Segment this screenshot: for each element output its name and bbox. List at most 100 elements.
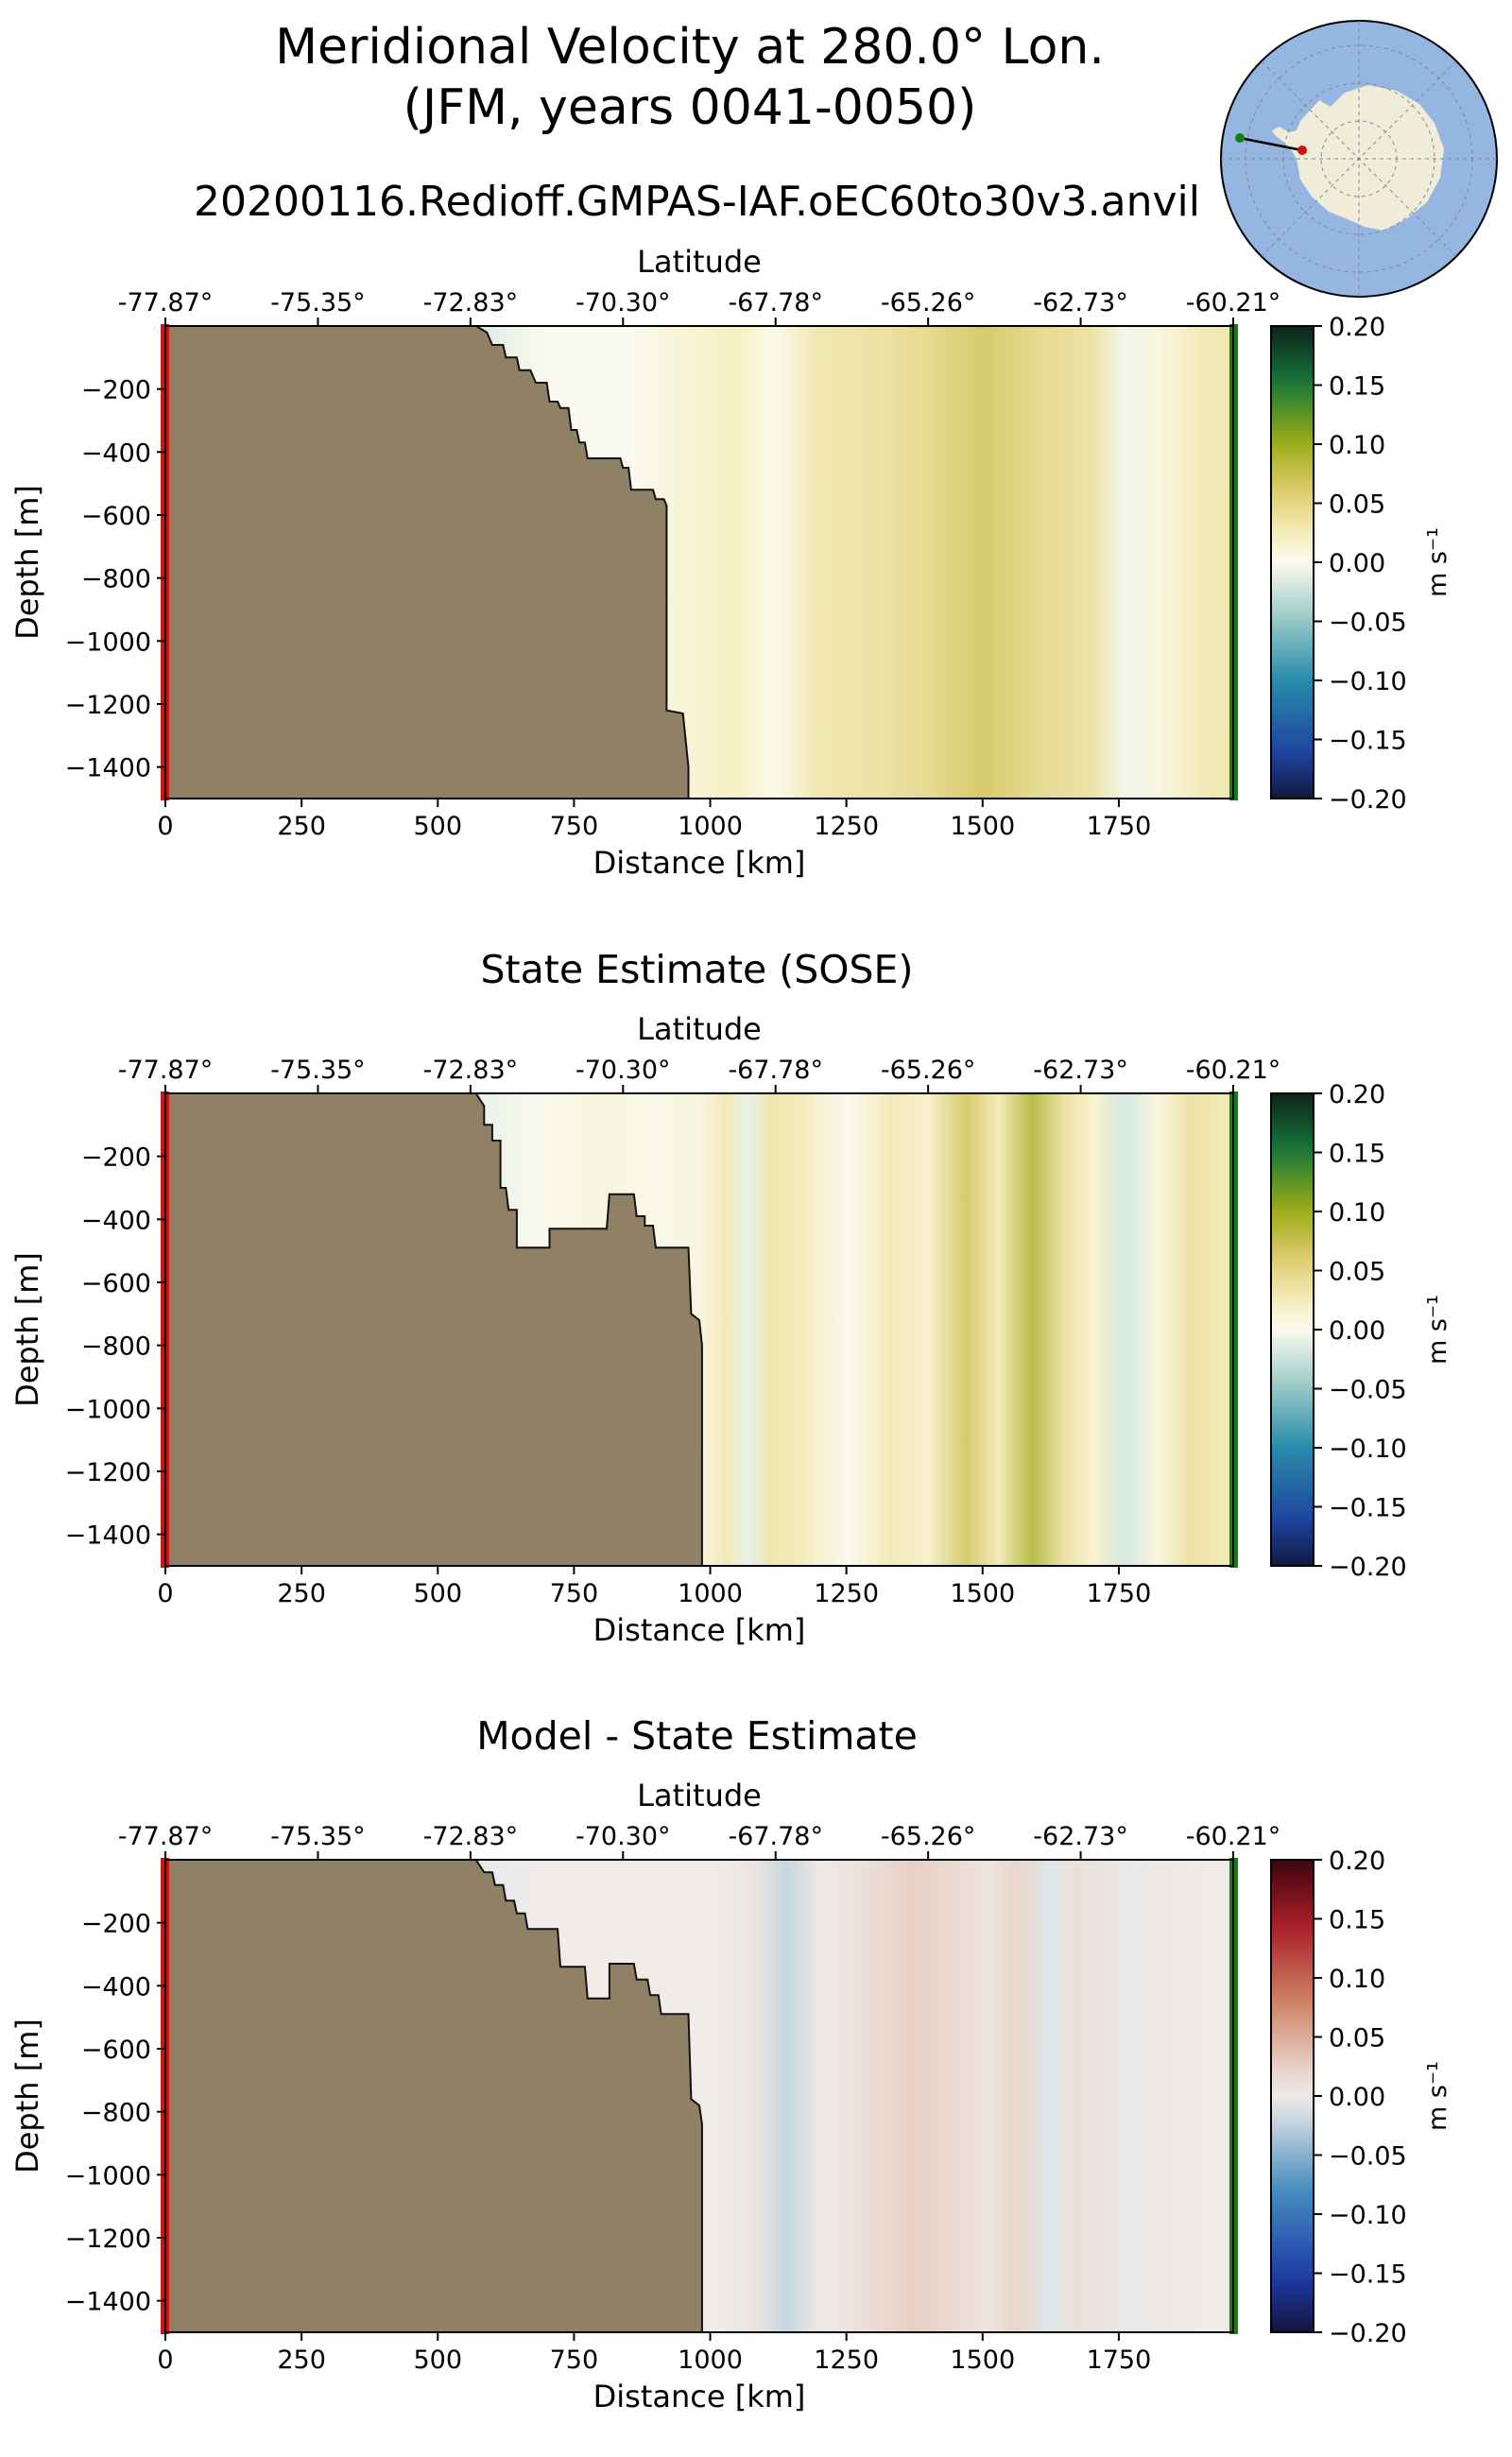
panel-2-y-tick-label-1: −400 xyxy=(81,1206,151,1235)
panel-2-colorbar-tick-label-8: −0.20 xyxy=(1329,1553,1407,1582)
panel-1-x-axis-label: Distance [km] xyxy=(593,845,806,881)
panel-1-lat-tick-label-2: -72.83° xyxy=(423,288,519,318)
panel-3-x-tick-label-3: 750 xyxy=(550,2345,599,2375)
panel-1-x-tick-label-5: 1250 xyxy=(814,812,879,841)
panel-3-colorbar-tick-label-4: 0.00 xyxy=(1329,2083,1385,2112)
panel-3-lat-tick-label-3: -70.30° xyxy=(576,1822,671,1851)
panel-3-x-tick-label-1: 250 xyxy=(277,2345,326,2375)
figure-title-line-2: (JFM, years 0041-0050) xyxy=(403,79,977,136)
antarctica-inset-map xyxy=(1217,17,1501,301)
panel-1-model-section: 0 250 500 750 1000 1250 1500 1750 Distance [km] -… xyxy=(9,244,1452,881)
panel-3-lat-tick-label-1: -75.35° xyxy=(270,1822,366,1851)
panel-2-x-tick-label-0: 0 xyxy=(157,1579,173,1608)
panel-3-colorbar-tick-label-7: −0.15 xyxy=(1329,2260,1407,2290)
panel-2-x-tick-label-5: 1250 xyxy=(814,1579,879,1608)
panel-1-x-tick-label-2: 500 xyxy=(413,812,462,841)
panel-2-lat-tick-label-1: -75.35° xyxy=(270,1056,366,1085)
panel-1-x-tick-label-6: 1500 xyxy=(950,812,1015,841)
panel-1-x-tick-label-7: 1750 xyxy=(1087,812,1152,841)
panel-1-x-tick-label-0: 0 xyxy=(157,812,173,841)
panel-3-x-axis-label: Distance [km] xyxy=(593,2379,806,2414)
panel-1-x-tick-label-3: 750 xyxy=(550,812,599,841)
panel-1-colorbar-tick-label-2: 0.10 xyxy=(1329,431,1385,460)
panel-3-colorbar-tick-label-6: −0.10 xyxy=(1329,2201,1407,2230)
panel-2-y-tick-label-2: −600 xyxy=(81,1269,151,1298)
panel-1-colorbar-tick-label-5: −0.05 xyxy=(1329,609,1407,638)
panel-2-colorbar xyxy=(1270,1092,1314,1567)
panel-1-lat-tick-label-6: -62.73° xyxy=(1033,288,1128,318)
panel-1-y-tick-label-5: −1200 xyxy=(65,691,151,720)
panel-3-lat-tick-label-5: -65.26° xyxy=(881,1822,976,1851)
panel-3-colorbar-tick-label-0: 0.20 xyxy=(1329,1847,1385,1876)
panel-1-y-tick-label-6: −1400 xyxy=(65,754,151,783)
panel-2-colorbar-tick-label-1: 0.15 xyxy=(1329,1140,1385,1169)
panel-3-colorbar xyxy=(1270,1859,1314,2333)
panel-1-lat-tick-label-1: -75.35° xyxy=(270,288,366,318)
panel-3-lat-tick-label-0: -77.87° xyxy=(118,1822,214,1851)
panel-2-sose-section: 0 250 500 750 1000 1250 1500 1750 Distance [km] -… xyxy=(9,1011,1452,1648)
panel-1-y-tick-label-3: −800 xyxy=(81,565,151,594)
panel-2-lat-tick-label-5: -65.26° xyxy=(881,1056,976,1085)
panel-3-x-tick-label-7: 1750 xyxy=(1087,2345,1152,2375)
panel-3-y-tick-label-5: −1200 xyxy=(65,2225,151,2254)
panel-2-bathymetry-land xyxy=(164,1092,703,1567)
panel-3-difference-section: 0 250 500 750 1000 1250 1500 1750 Distance [km] -… xyxy=(9,1778,1452,2414)
panel-1-axes-frame xyxy=(164,325,1234,799)
panel-3-axes-frame xyxy=(164,1859,1234,2333)
panel-2-y-axis-label: Depth [m] xyxy=(9,1252,45,1407)
panel-1-colorbar-tick-label-6: −0.10 xyxy=(1329,667,1407,696)
panel-3-lat-tick-label-6: -62.73° xyxy=(1033,1822,1128,1851)
inset-transect-end-marker xyxy=(1235,133,1245,143)
panel-3-title: Model - State Estimate xyxy=(476,1713,918,1759)
inset-map-svg xyxy=(1220,20,1498,298)
panel-3-lat-tick-label-4: -67.78° xyxy=(728,1822,823,1851)
panel-3-y-tick-label-0: −200 xyxy=(81,1910,151,1939)
panel-3-x-tick-label-2: 500 xyxy=(413,2345,462,2375)
panel-2-colorbar-label: m s⁻¹ xyxy=(1423,1295,1452,1365)
panel-2-colorbar-tick-label-4: 0.00 xyxy=(1329,1316,1385,1346)
panel-3-top-axis-label: Latitude xyxy=(637,1778,762,1813)
figure-subtitle: 20200116.Redioff.GMPAS-IAF.oEC60to30v3.a… xyxy=(194,178,1200,226)
panel-1-y-axis-label: Depth [m] xyxy=(9,485,45,640)
panel-1-y-tick-label-0: −200 xyxy=(81,376,151,405)
panel-2-lat-tick-label-7: -60.21° xyxy=(1186,1056,1281,1085)
panel-1-colorbar-tick-label-4: 0.00 xyxy=(1329,549,1385,578)
panel-2-y-tick-label-0: −200 xyxy=(81,1143,151,1173)
panel-2-x-axis-label: Distance [km] xyxy=(593,1612,806,1648)
panel-2-lat-tick-label-3: -70.30° xyxy=(576,1056,671,1085)
panel-2-colorbar-tick-label-7: −0.15 xyxy=(1329,1494,1407,1523)
panel-1-x-tick-label-1: 250 xyxy=(277,812,326,841)
panel-2-title: State Estimate (SOSE) xyxy=(480,947,914,992)
panel-2-colorbar-tick-label-0: 0.20 xyxy=(1329,1080,1385,1109)
panel-1-colorbar-tick-label-8: −0.20 xyxy=(1329,785,1407,815)
panel-2-colorbar-tick-label-6: −0.10 xyxy=(1329,1435,1407,1464)
panel-3-colorbar-tick-label-5: −0.05 xyxy=(1329,2142,1407,2172)
panel-1-lat-tick-label-7: -60.21° xyxy=(1186,288,1281,318)
panel-3-y-tick-label-6: −1400 xyxy=(65,2288,151,2317)
panel-3-colorbar-label: m s⁻¹ xyxy=(1423,2061,1452,2131)
panel-2-y-tick-label-4: −1000 xyxy=(65,1395,151,1424)
panel-2-colorbar-tick-label-5: −0.05 xyxy=(1329,1376,1407,1405)
panel-2-lat-tick-label-0: -77.87° xyxy=(118,1056,214,1085)
panel-3-y-tick-label-4: −1000 xyxy=(65,2161,151,2191)
figure-title-line-1: Meridional Velocity at 280.0° Lon. xyxy=(275,19,1105,76)
panel-1-lat-tick-label-0: -77.87° xyxy=(118,288,214,318)
panel-1-lat-tick-label-4: -67.78° xyxy=(728,288,823,318)
panel-2-x-tick-label-4: 1000 xyxy=(678,1579,743,1608)
panel-3-y-tick-label-2: −600 xyxy=(81,2036,151,2065)
panel-3-y-axis-label: Depth [m] xyxy=(9,2019,45,2174)
panel-1-colorbar-tick-label-3: 0.05 xyxy=(1329,490,1385,520)
panel-1-colorbar-tick-label-1: 0.15 xyxy=(1329,372,1385,402)
panel-3-x-tick-label-0: 0 xyxy=(157,2345,173,2375)
panel-1-colorbar-label: m s⁻¹ xyxy=(1423,527,1452,597)
panel-2-x-tick-label-1: 250 xyxy=(277,1579,326,1608)
panel-2-x-tick-label-3: 750 xyxy=(550,1579,599,1608)
panel-2-colorbar-tick-label-2: 0.10 xyxy=(1329,1198,1385,1228)
panel-3-x-tick-label-4: 1000 xyxy=(678,2345,743,2375)
panel-3-lat-tick-label-2: -72.83° xyxy=(423,1822,519,1851)
panel-1-x-tick-label-4: 1000 xyxy=(678,812,743,841)
panel-3-y-tick-label-3: −800 xyxy=(81,2099,151,2128)
panel-1-bathymetry-land xyxy=(164,325,690,799)
panel-2-lat-tick-label-4: -67.78° xyxy=(728,1056,823,1085)
inset-transect-start-marker xyxy=(1297,146,1307,155)
